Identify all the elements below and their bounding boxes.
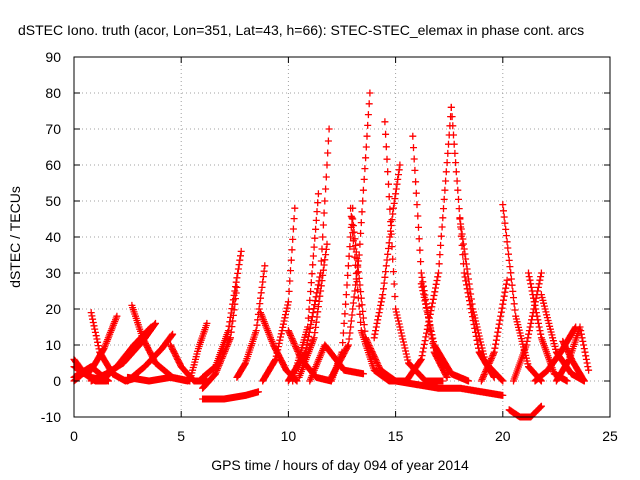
series-markers bbox=[199, 388, 262, 403]
x-axis-title: GPS time / hours of day 094 of year 2014 bbox=[211, 457, 469, 473]
series-arc-30 bbox=[402, 103, 455, 385]
series-markers bbox=[186, 319, 211, 385]
series-markers bbox=[413, 381, 507, 399]
series-markers bbox=[349, 215, 421, 389]
y-axis-title: dSTEC / TECUs bbox=[7, 186, 23, 288]
series-markers bbox=[289, 190, 322, 385]
y-tick-label: -10 bbox=[41, 409, 61, 425]
y-tick-label: 0 bbox=[53, 373, 61, 389]
series-arc-12 bbox=[186, 319, 211, 385]
y-tick-label: 90 bbox=[45, 49, 61, 65]
series-markers bbox=[402, 103, 455, 385]
series-markers bbox=[295, 240, 331, 381]
series-markers bbox=[559, 337, 588, 385]
y-tick-label: 50 bbox=[45, 193, 61, 209]
series-arc-35 bbox=[413, 381, 507, 399]
series-arc-15 bbox=[199, 388, 262, 403]
grid bbox=[74, 57, 610, 417]
x-tick-label: 15 bbox=[388, 428, 404, 444]
series-arc-32 bbox=[417, 280, 472, 385]
y-tick-label: 70 bbox=[45, 121, 61, 137]
y-tick-label: 10 bbox=[45, 337, 61, 353]
axis-ticks: -10 0 10 20 30 40 50 60 70 80 90 0 5 10 15 20 25 bbox=[41, 49, 618, 444]
x-tick-label: 5 bbox=[177, 428, 185, 444]
y-tick-label: 20 bbox=[45, 301, 61, 317]
series-arc-14 bbox=[199, 283, 241, 392]
series-arc-29 bbox=[381, 118, 447, 385]
series-arc-21 bbox=[289, 190, 322, 385]
series-arc-10 bbox=[124, 373, 192, 385]
x-tick-label: 25 bbox=[602, 428, 618, 444]
series-markers bbox=[381, 118, 447, 385]
series-arc-18 bbox=[259, 204, 299, 385]
series-arc-28 bbox=[370, 161, 404, 342]
series-arc-44 bbox=[559, 337, 588, 385]
series-arc-36 bbox=[477, 276, 511, 385]
series-markers bbox=[477, 276, 511, 385]
series-markers bbox=[124, 373, 192, 385]
y-tick-label: 80 bbox=[45, 85, 61, 101]
x-tick-label: 0 bbox=[70, 428, 78, 444]
series-markers bbox=[259, 204, 299, 385]
y-tick-label: 60 bbox=[45, 157, 61, 173]
series-markers bbox=[233, 262, 269, 381]
y-tick-label: 30 bbox=[45, 265, 61, 281]
series-markers bbox=[370, 161, 404, 342]
series-markers bbox=[417, 280, 472, 385]
x-tick-label: 10 bbox=[281, 428, 297, 444]
series-arc-27 bbox=[349, 215, 421, 389]
series-arc-22 bbox=[295, 240, 331, 381]
x-tick-label: 20 bbox=[495, 428, 511, 444]
series-markers bbox=[199, 283, 241, 392]
series-arc-16 bbox=[233, 262, 269, 381]
y-tick-label: 40 bbox=[45, 229, 61, 245]
chart-title: dSTEC Iono. truth (acor, Lon=351, Lat=43… bbox=[18, 22, 584, 38]
